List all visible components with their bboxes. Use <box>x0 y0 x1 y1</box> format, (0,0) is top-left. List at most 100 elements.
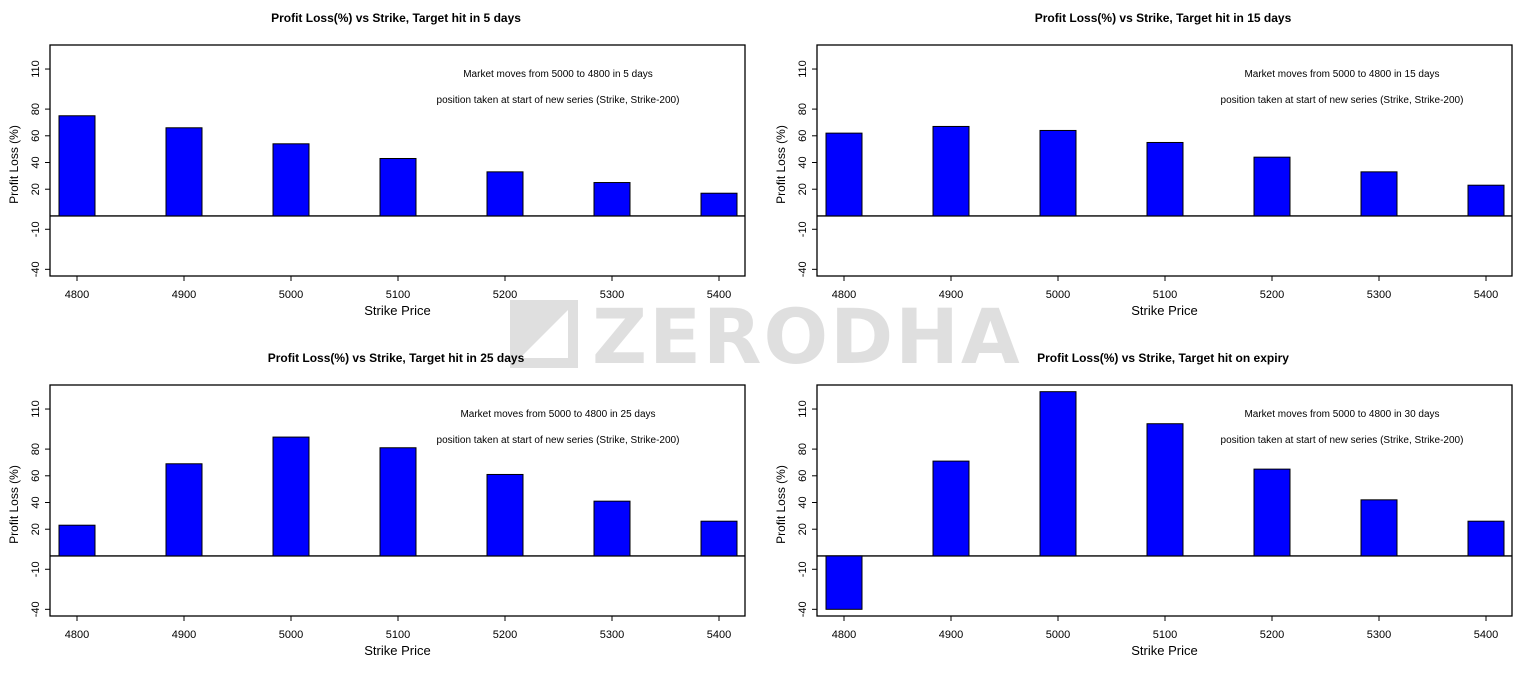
x-tick-label-5100: 5100 <box>1153 629 1177 641</box>
x-tick-label-4800: 4800 <box>65 629 89 641</box>
annotation-text: position taken at start of new series (S… <box>437 435 680 446</box>
y-tick-label: 60 <box>797 470 809 482</box>
bar-5400 <box>700 192 738 217</box>
y-tick-label: 60 <box>30 470 42 482</box>
annotation-text: position taken at start of new series (S… <box>1221 95 1464 106</box>
zerodha-watermark: ZERODHA <box>510 292 1030 381</box>
y-tick-label: -40 <box>797 601 809 617</box>
chart-panel-5-days: Profit Loss(%) vs Strike, Target hit in … <box>0 0 767 339</box>
bar-4800 <box>825 132 863 217</box>
x-tick-label-4900: 4900 <box>939 629 963 641</box>
y-tick-label: 20 <box>30 523 42 535</box>
x-tick-label-5200: 5200 <box>1260 629 1284 641</box>
bar-chart-5-days: Profit Loss(%) vs Strike, Target hit in … <box>7 11 746 318</box>
y-tick-label: -10 <box>30 561 42 577</box>
x-tick-label-5000: 5000 <box>279 629 303 641</box>
bar-5300 <box>593 500 631 557</box>
chart-panel-15-days: Profit Loss(%) vs Strike, Target hit in … <box>767 0 1534 339</box>
x-tick-label-5000: 5000 <box>1046 629 1070 641</box>
x-tick-label-5400: 5400 <box>1474 289 1498 301</box>
bar-5200 <box>1253 156 1291 217</box>
x-tick-label-5200: 5200 <box>493 289 517 301</box>
chart-title: Profit Loss(%) vs Strike, Target hit in … <box>1035 11 1292 25</box>
y-axis-label: Profit Loss (%) <box>774 125 788 204</box>
bar-4800 <box>58 115 96 217</box>
bar-chart-expiry: Profit Loss(%) vs Strike, Target hit on … <box>774 351 1513 658</box>
x-tick-label-5000: 5000 <box>279 289 303 301</box>
y-axis-label: Profit Loss (%) <box>774 465 788 544</box>
x-tick-label-5000: 5000 <box>1046 289 1070 301</box>
bar-5200 <box>486 171 524 217</box>
chart-title: Profit Loss(%) vs Strike, Target hit in … <box>268 351 525 365</box>
y-tick-label: 20 <box>797 183 809 195</box>
bar-5000 <box>1039 129 1077 217</box>
bar-4900 <box>932 460 970 557</box>
y-axis-label: Profit Loss (%) <box>7 125 21 204</box>
y-tick-label: 110 <box>797 400 809 418</box>
x-axis-label: Strike Price <box>364 643 430 658</box>
x-axis-label: Strike Price <box>364 303 430 318</box>
y-axis-label: Profit Loss (%) <box>7 465 21 544</box>
chart-panel-25-days: Profit Loss(%) vs Strike, Target hit in … <box>0 340 767 679</box>
x-tick-label-4800: 4800 <box>832 629 856 641</box>
bar-4800 <box>825 555 863 610</box>
bar-4900 <box>932 125 970 217</box>
x-tick-label-5400: 5400 <box>707 289 731 301</box>
y-tick-label: 80 <box>30 443 42 455</box>
y-tick-label: 40 <box>30 156 42 168</box>
y-tick-label: -10 <box>797 221 809 237</box>
y-tick-label: 60 <box>797 130 809 142</box>
bar-chart-15-days: Profit Loss(%) vs Strike, Target hit in … <box>774 11 1513 318</box>
x-tick-label-5400: 5400 <box>1474 629 1498 641</box>
y-tick-label: -40 <box>30 601 42 617</box>
bar-5000 <box>272 436 310 557</box>
y-tick-label: 110 <box>30 400 42 418</box>
chart-title: Profit Loss(%) vs Strike, Target hit on … <box>1037 351 1289 365</box>
bar-4900 <box>165 463 203 557</box>
annotation-text: position taken at start of new series (S… <box>1221 435 1464 446</box>
chart-title: Profit Loss(%) vs Strike, Target hit in … <box>271 11 521 25</box>
y-tick-label: 80 <box>797 103 809 115</box>
x-axis-label: Strike Price <box>1131 303 1197 318</box>
y-tick-label: 110 <box>30 60 42 78</box>
chart-panel-expiry: Profit Loss(%) vs Strike, Target hit on … <box>767 340 1534 679</box>
bar-5100 <box>379 157 417 217</box>
x-tick-label-5300: 5300 <box>600 289 624 301</box>
annotation-text: Market moves from 5000 to 4800 in 15 day… <box>1244 69 1439 80</box>
x-tick-label-4900: 4900 <box>939 289 963 301</box>
y-tick-label: -40 <box>797 261 809 277</box>
y-tick-label: 40 <box>797 156 809 168</box>
y-tick-label: 80 <box>30 103 42 115</box>
annotation-text: Market moves from 5000 to 4800 in 25 day… <box>460 409 655 420</box>
y-tick-label: -40 <box>30 261 42 277</box>
x-tick-label-4800: 4800 <box>65 289 89 301</box>
bar-5300 <box>593 182 631 217</box>
y-tick-label: 40 <box>797 496 809 508</box>
annotation-text: Market moves from 5000 to 4800 in 30 day… <box>1244 409 1439 420</box>
x-tick-label-4800: 4800 <box>832 289 856 301</box>
y-tick-label: -10 <box>797 561 809 577</box>
watermark-text: ZERODHA <box>592 292 1022 381</box>
bar-5100 <box>379 447 417 557</box>
x-tick-label-5200: 5200 <box>493 629 517 641</box>
x-tick-label-5100: 5100 <box>386 289 410 301</box>
x-tick-label-5100: 5100 <box>386 629 410 641</box>
y-tick-label: 40 <box>30 496 42 508</box>
zerodha-logo-icon <box>510 300 578 368</box>
bar-5100 <box>1146 423 1184 557</box>
y-tick-label: 20 <box>797 523 809 535</box>
y-tick-label: 80 <box>797 443 809 455</box>
bar-5400 <box>1467 184 1505 217</box>
bar-4800 <box>58 524 96 557</box>
bar-5200 <box>486 473 524 557</box>
bar-5400 <box>700 520 738 557</box>
x-tick-label-5300: 5300 <box>1367 629 1391 641</box>
x-tick-label-5200: 5200 <box>1260 289 1284 301</box>
bar-5300 <box>1360 171 1398 217</box>
y-tick-label: 60 <box>30 130 42 142</box>
x-tick-label-4900: 4900 <box>172 629 196 641</box>
bar-4900 <box>165 127 203 217</box>
bar-5100 <box>1146 141 1184 217</box>
bar-5400 <box>1467 520 1505 557</box>
x-tick-label-5400: 5400 <box>707 629 731 641</box>
